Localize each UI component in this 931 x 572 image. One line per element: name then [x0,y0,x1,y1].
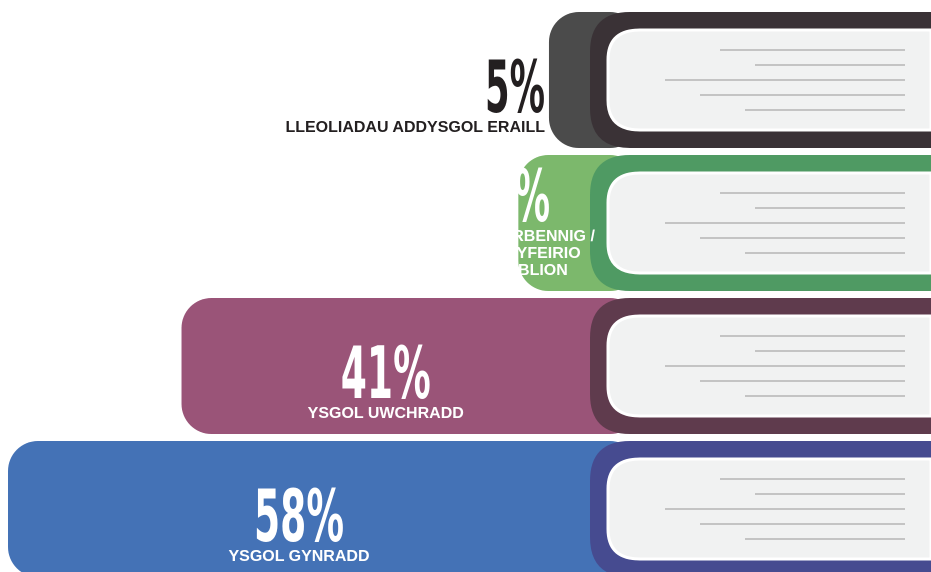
value-label: 8% [490,154,550,238]
category-label: YSGOL GYNRADD [228,548,369,565]
value-label: 5% [485,45,545,129]
category-label: YSGOL UWCHRADD [308,405,464,422]
book-spine [8,441,640,572]
category-label: UNED CYFEIRIO [455,245,580,262]
value-label: 41% [341,331,431,415]
value-label: 58% [254,474,344,558]
category-label: LLEOLIADAU ADDYSGOL ERAILL [285,119,545,136]
book-spine [181,298,640,434]
category-label: DISGYBLION [468,262,568,279]
category-label: YSGOL ARBENNIG / [441,228,595,245]
